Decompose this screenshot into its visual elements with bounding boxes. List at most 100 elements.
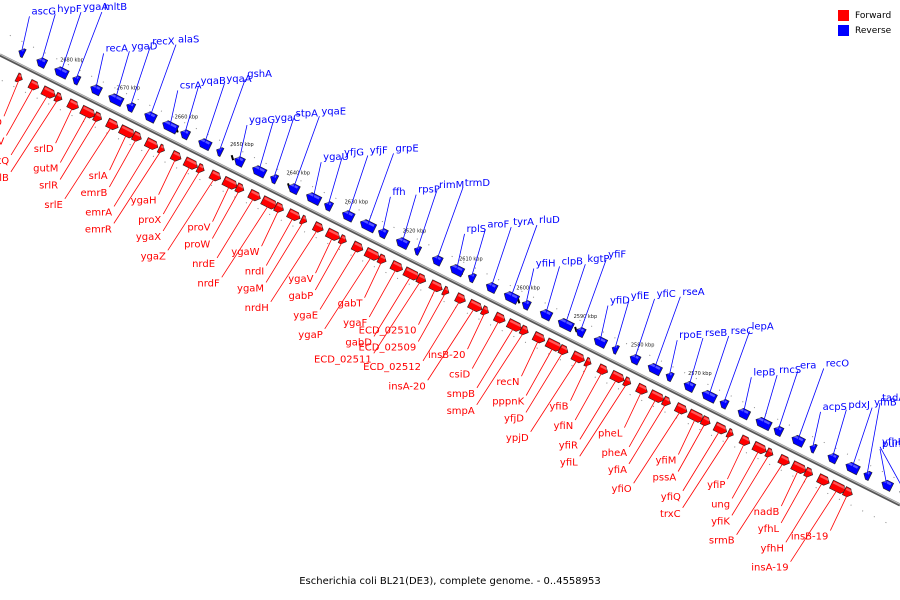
gene-label: yfiA (608, 465, 627, 476)
gene-label: trmD (465, 178, 491, 189)
gene-pheL: pheL (598, 382, 648, 440)
gene-label: ECD_02512 (363, 362, 421, 373)
tick-label: 2660 kbp (175, 115, 199, 121)
gene-label: ygaP (298, 330, 322, 341)
gene-yfhL: yfhL (758, 466, 814, 535)
gene-yfiN: yfiN (553, 363, 609, 432)
axis-line-highlight (0, 53, 900, 505)
gene-label: rluD (539, 215, 560, 226)
gene-rseC: rseC (701, 326, 753, 404)
gene-label: yfiL (560, 457, 578, 468)
gene-label: gabD (345, 337, 372, 348)
gene-pppnK: pppnK (492, 337, 562, 408)
gene-label: lepA (752, 321, 774, 332)
gene-gabP: gabP (288, 234, 347, 302)
gene-label: ECD_02510 (359, 326, 417, 337)
gene-label: ygaV (288, 274, 313, 285)
gene-ygaE: ygaE (293, 240, 364, 321)
gene-srlA: srlA (89, 124, 136, 182)
gene-label: purL (882, 439, 900, 450)
gene-label: ygaD (131, 41, 157, 52)
gene-label: srlD (34, 144, 54, 155)
forward-swatch (838, 10, 849, 21)
genome-caption: Escherichia coli BL21(DE3), complete gen… (299, 576, 601, 587)
gene-label: rplS (467, 224, 487, 235)
gene-label: insA-19 (751, 563, 788, 574)
gene-label: yfiR (559, 440, 578, 451)
gene-label: acpS (823, 402, 847, 413)
gene-mltB: mltB (72, 2, 127, 86)
gene-recX: recX (126, 37, 175, 113)
gene-label: alaS (178, 35, 199, 46)
gene-label: gabT (338, 299, 364, 310)
gene-ung: ung (711, 440, 767, 510)
gene-pheA: pheA (601, 389, 665, 459)
gene-ffh: ffh (378, 187, 406, 240)
gene-trmD: trmD (431, 178, 491, 267)
gene-gabT: gabT (338, 253, 387, 310)
gene-label: yqaE (321, 106, 346, 117)
gene-label: rseC (731, 326, 753, 337)
gene-gabD: gabD (345, 266, 420, 348)
gene-pdxJ: pdxJ (827, 400, 870, 465)
gene-ECD_02511: ECD_02511 (314, 272, 427, 365)
gene-label: emrR (85, 224, 112, 235)
gene-yfiL: yfiL (560, 376, 632, 468)
gene-csiD: csiD (449, 311, 506, 381)
gene-yfiK: yfiK (711, 447, 774, 527)
gene-label: yfjD (504, 413, 524, 424)
gene-insB-20: insB-20 (428, 305, 489, 361)
gene-label: ygaW (231, 247, 259, 258)
gene-label: csrA (180, 80, 202, 91)
gene-recN: recN (496, 331, 546, 388)
gene-label: yfhK (882, 437, 900, 448)
gene-nrdI: nrdI (245, 208, 301, 278)
gene-label: clpB (562, 256, 584, 267)
gene-insB-19: insB-19 (791, 486, 853, 543)
gene-label: recX (152, 37, 175, 48)
gene-yqaE: yqaE (288, 106, 346, 196)
gene-emrB: emrB (80, 130, 142, 199)
gene-label: srmB (709, 536, 735, 547)
gene-rseA: rseA (647, 287, 705, 377)
gene-label: pheL (598, 429, 623, 440)
gene-label: srlR (39, 180, 58, 191)
gene-srmB: srmB (709, 453, 790, 547)
gene-label: yqaA (226, 74, 251, 85)
gene-yfjG: yfjG (324, 148, 364, 212)
gene-label: tyrA (513, 217, 534, 228)
gene-label: ygaE (293, 310, 318, 321)
gene-label: srlA (89, 171, 108, 182)
gene-label: ygaA (83, 2, 108, 13)
tick-label: 2670 kbp (117, 85, 141, 91)
gene-label: yfiM (656, 456, 677, 467)
tick-label: 2630 kbp (345, 199, 369, 205)
gene-label: mltB (104, 2, 127, 13)
gene-label: yqaB (201, 76, 226, 87)
gene-label: grpE (396, 143, 419, 154)
gene-label: ygaU (323, 152, 349, 163)
gene-label: rseA (682, 287, 704, 298)
gene-label: yfiK (711, 516, 730, 527)
gene-label: gutM (33, 164, 58, 175)
gene-label: emrB (80, 188, 107, 199)
gene-srlR: srlR (39, 111, 103, 191)
gene-label: rpsP (418, 185, 440, 196)
gene-label: yfhH (761, 543, 784, 554)
gene-ygaM: ygaM (237, 214, 308, 294)
gene-label: rimM (439, 180, 464, 191)
gene-label: smpB (447, 389, 475, 400)
gene-insA-20: insA-20 (388, 298, 483, 392)
gene-label: insB-19 (791, 532, 829, 543)
gene-emrA: emrA (85, 137, 159, 218)
gene-rplS: rplS (449, 224, 487, 278)
gene-label: nrdF (197, 278, 220, 289)
gene-kgtP: kgtP (557, 254, 609, 333)
gene-emrR: emrR (85, 143, 165, 235)
gene-srlE: srlE (44, 117, 119, 211)
gene-label: norV (0, 137, 5, 148)
gene-srlD: srlD (34, 98, 79, 155)
gene-label: gabP (288, 291, 313, 302)
gene-label: recO (826, 358, 850, 369)
